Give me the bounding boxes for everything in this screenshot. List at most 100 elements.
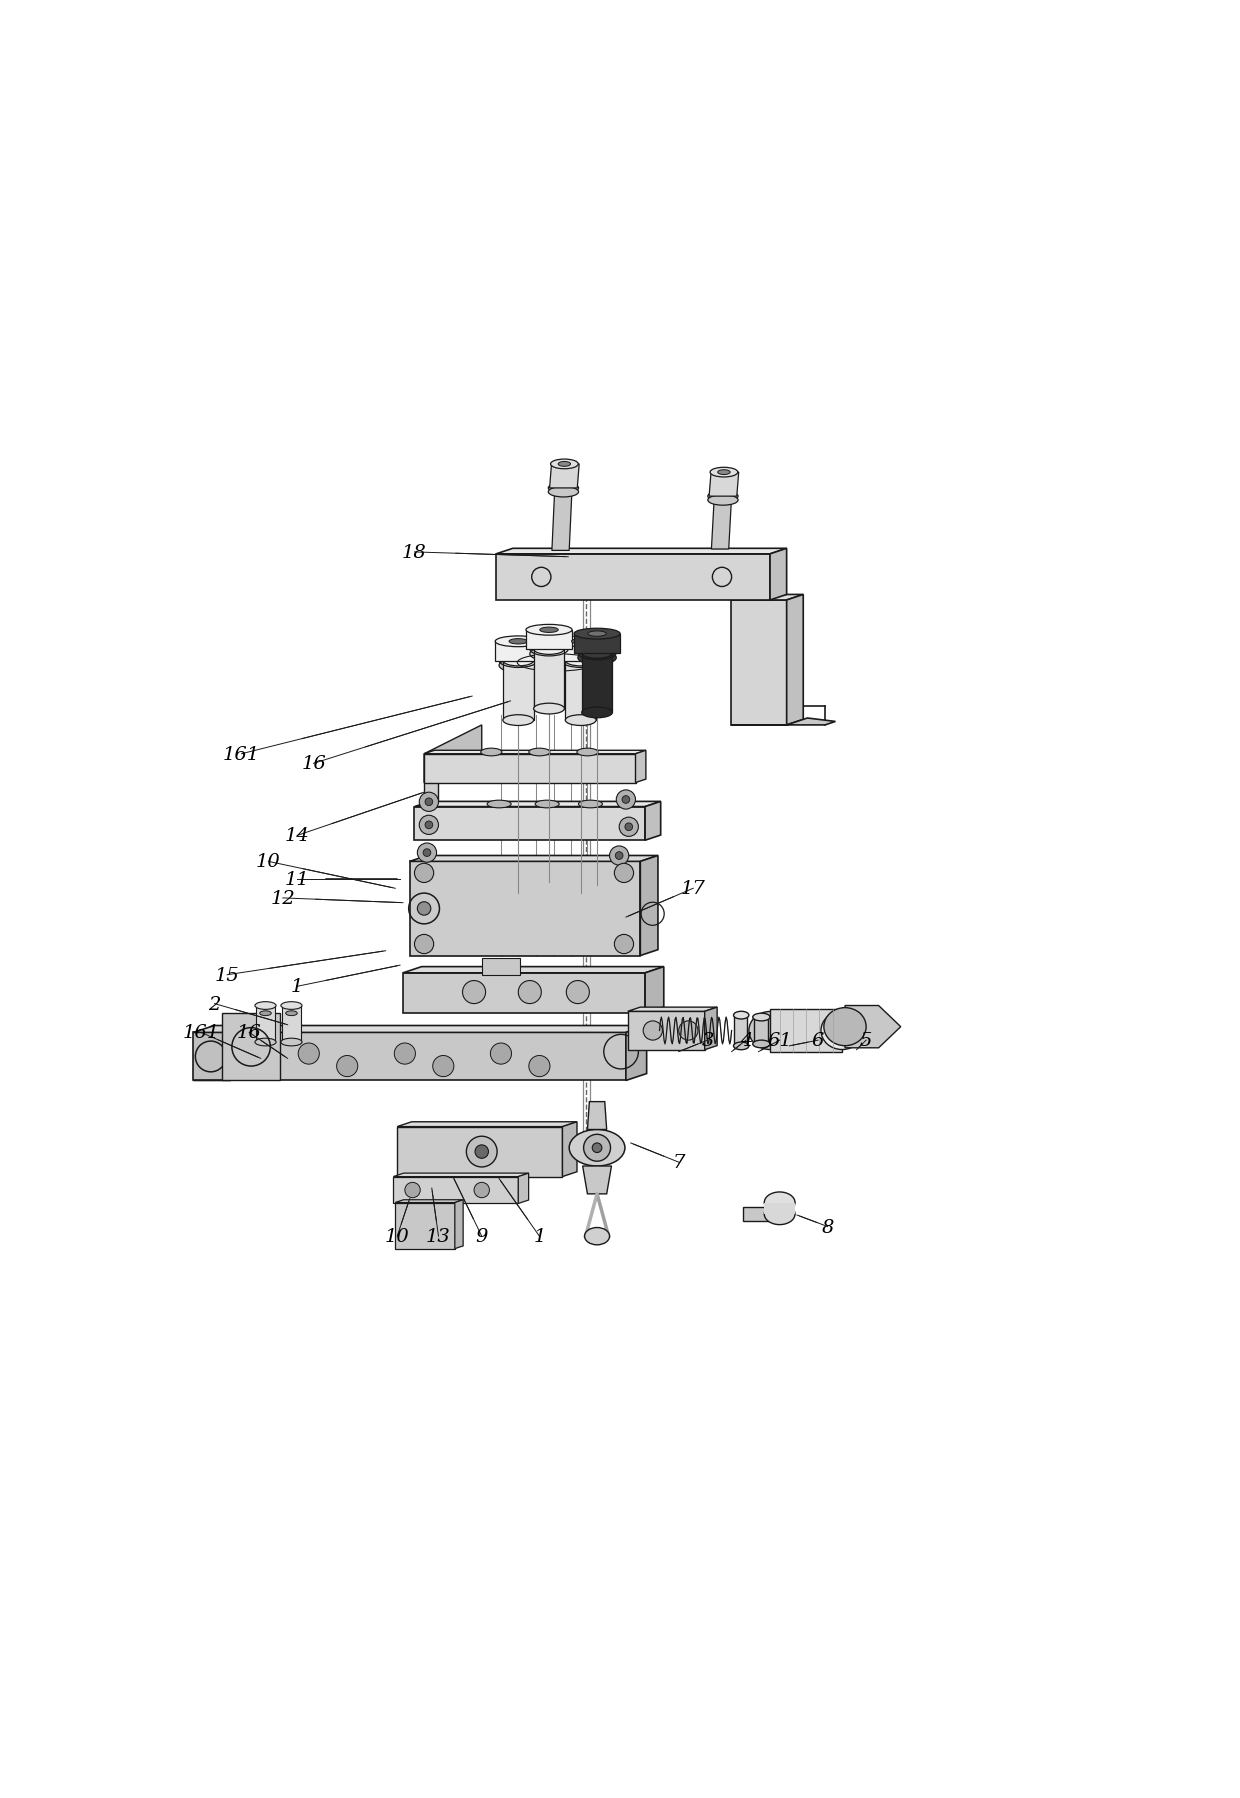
Ellipse shape [588,631,606,636]
Ellipse shape [749,1012,791,1050]
Polygon shape [424,755,635,784]
Ellipse shape [753,1014,770,1021]
Circle shape [584,1135,610,1162]
Polygon shape [734,1016,746,1046]
Polygon shape [409,856,658,861]
Ellipse shape [536,800,559,809]
Polygon shape [193,1027,229,1081]
Polygon shape [424,726,481,784]
Ellipse shape [503,716,533,726]
Text: 1: 1 [291,978,304,996]
Ellipse shape [285,1010,298,1016]
Circle shape [644,1021,662,1041]
Ellipse shape [528,748,551,757]
Text: 16: 16 [301,755,326,773]
Ellipse shape [513,645,600,667]
Text: 3: 3 [702,1032,714,1050]
Text: 18: 18 [402,543,427,561]
Ellipse shape [753,1041,770,1048]
Polygon shape [770,548,786,601]
Polygon shape [709,473,739,496]
Ellipse shape [734,1043,749,1050]
Polygon shape [397,1127,563,1178]
Ellipse shape [574,629,620,640]
Polygon shape [704,1007,717,1050]
Circle shape [625,823,632,831]
Circle shape [298,1043,320,1064]
Circle shape [394,1043,415,1064]
Polygon shape [627,1007,717,1012]
Ellipse shape [281,1039,303,1046]
Circle shape [425,798,433,806]
Polygon shape [730,719,836,726]
Text: 10: 10 [384,1228,409,1246]
Polygon shape [281,1005,301,1043]
Polygon shape [549,464,579,489]
Polygon shape [563,1122,577,1178]
Polygon shape [645,802,661,841]
Ellipse shape [764,1192,795,1214]
Ellipse shape [764,1205,795,1224]
Polygon shape [558,642,604,662]
Ellipse shape [565,716,596,726]
Text: 11: 11 [285,870,310,888]
Polygon shape [193,1032,229,1081]
Circle shape [404,1183,420,1197]
Circle shape [615,852,622,859]
Ellipse shape [708,491,738,502]
Polygon shape [844,1005,900,1048]
Polygon shape [565,662,596,721]
Polygon shape [222,1027,646,1032]
Ellipse shape [259,1010,272,1016]
Polygon shape [396,1199,463,1203]
Circle shape [418,843,436,863]
Polygon shape [403,967,663,973]
Polygon shape [583,1167,611,1194]
Text: 13: 13 [427,1228,451,1246]
Ellipse shape [539,628,558,633]
Circle shape [463,982,486,1003]
Polygon shape [496,554,770,601]
Ellipse shape [584,1228,610,1244]
Circle shape [475,1145,489,1158]
Text: 6: 6 [812,1032,825,1050]
Polygon shape [712,496,732,550]
Ellipse shape [487,800,511,809]
Text: 17: 17 [681,879,706,897]
Polygon shape [786,595,804,726]
Ellipse shape [582,708,613,719]
Polygon shape [393,1178,518,1205]
Ellipse shape [823,1009,866,1046]
Ellipse shape [569,1129,625,1167]
Polygon shape [743,1208,780,1221]
Ellipse shape [711,467,738,478]
Circle shape [336,1055,358,1077]
Polygon shape [582,653,613,714]
Ellipse shape [578,800,603,809]
Ellipse shape [565,656,596,667]
Text: 16: 16 [237,1023,262,1041]
Ellipse shape [558,636,604,647]
Text: 15: 15 [215,966,239,984]
Circle shape [610,847,629,865]
Circle shape [425,822,433,829]
Polygon shape [396,1203,455,1250]
Circle shape [614,935,634,955]
Polygon shape [255,1005,275,1043]
Ellipse shape [533,644,564,654]
Text: 12: 12 [270,890,295,908]
Ellipse shape [582,647,613,658]
Polygon shape [640,856,658,957]
Text: 7: 7 [672,1154,684,1172]
Text: 8: 8 [822,1217,833,1235]
Polygon shape [574,635,620,653]
Circle shape [419,793,439,813]
Polygon shape [403,973,645,1014]
Ellipse shape [821,1012,863,1050]
Circle shape [678,1021,698,1041]
Circle shape [423,849,430,858]
Circle shape [619,818,639,836]
Ellipse shape [529,647,568,662]
Polygon shape [754,1018,768,1045]
Polygon shape [518,1174,528,1205]
